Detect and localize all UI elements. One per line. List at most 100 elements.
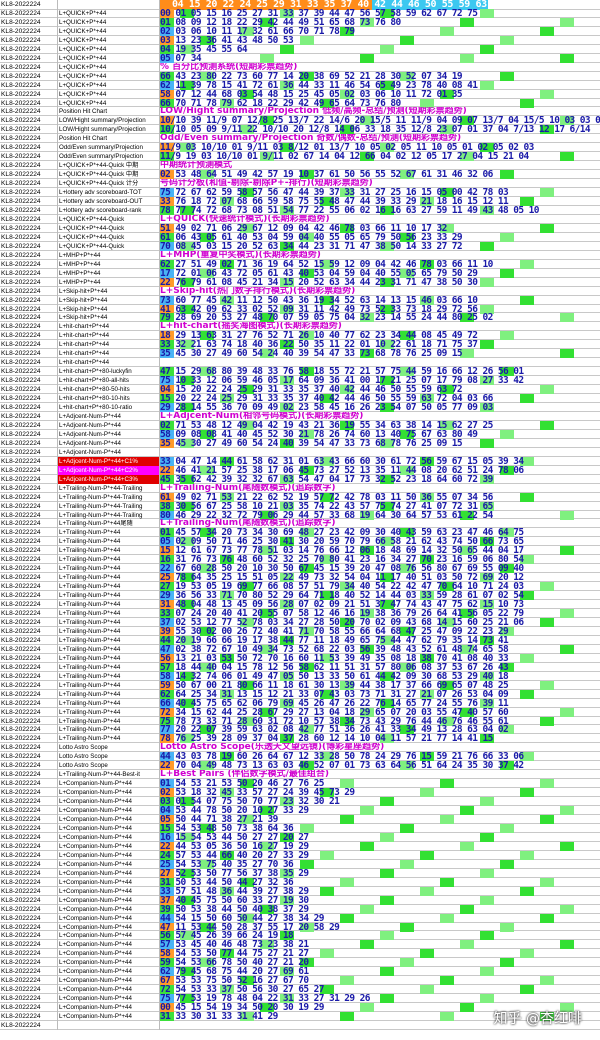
hit-highlight <box>280 868 294 878</box>
row-label: KL8-2022224 <box>0 268 58 278</box>
number-cells: 22 70 04 49 48 73 13 63 03 46 52 07 01 7… <box>160 761 524 771</box>
row-highlight <box>160 501 174 511</box>
grid-row: KL8-2022224 L+lottery adv scoreboard-rank… <box>0 206 600 215</box>
row-method: Lotto Astro Scope <box>58 761 160 771</box>
grid-row: KL8-2022224 L+hit-chart+P*+80-all-hits 75 … <box>0 376 600 386</box>
row-highlight <box>160 456 174 466</box>
row-method: L+Companion-Num-P*+44 <box>58 967 160 977</box>
hit-highlight <box>180 8 194 18</box>
grid-row: KL8-2022224 L+Adjcent-Num-P*+44 02 71 53 4… <box>0 420 600 430</box>
hit-highlight <box>380 403 394 413</box>
hit-highlight <box>380 994 394 1004</box>
row-label: KL8-2022224 <box>0 698 58 708</box>
section-title: L+hit-chart(摇奖海图模式)(长期彩票趋势) <box>160 322 342 332</box>
hit-highlight <box>480 241 494 251</box>
hit-highlight <box>420 653 434 663</box>
hit-highlight <box>480 80 494 90</box>
row-label: KL8-2022224 <box>0 886 58 896</box>
row-label: KL8-2022224 <box>0 188 58 198</box>
row-method: L+Companion-Num-P*+44 <box>58 850 160 860</box>
hit-highlight <box>200 859 214 869</box>
hit-highlight <box>180 698 194 708</box>
hit-highlight <box>200 958 214 968</box>
row-method: L+MHP+P*+44 <box>58 250 160 260</box>
hit-highlight <box>440 385 454 395</box>
hit-highlight <box>420 456 434 466</box>
number-cells: 72 54 53 33 37 50 56 30 27 65 27 <box>160 985 324 995</box>
row-label: KL8-2022224 <box>0 358 58 368</box>
hit-highlight <box>260 17 274 27</box>
number-cells: 47 15 29 68 80 39 48 33 76 58 18 55 72 2… <box>160 367 524 377</box>
row-label: KL8-2022224 <box>0 626 58 636</box>
number-cells <box>160 358 600 367</box>
number-cells: 75 10 33 12 06 59 46 05 17 64 09 36 41 0… <box>160 376 524 386</box>
row-method: L+Skip-hit+P*+44 <box>58 295 160 305</box>
row-highlight <box>160 259 174 269</box>
row-method: L+QUICK+P*+44 <box>58 71 160 81</box>
hit-highlight <box>340 188 354 198</box>
hit-highlight <box>360 17 374 27</box>
row-method: L+Trailing-Num-P*+44 <box>58 707 160 717</box>
hit-highlight <box>460 609 474 619</box>
row-method: L+QUICK+P*+44-Quick <box>58 232 160 242</box>
grid-row: KL8-2022224 L+Skip-hit+P*+44 73 60 77 45 4… <box>0 295 600 305</box>
row-method: Lotto Astro Scope <box>58 752 160 762</box>
hit-highlight <box>380 895 394 905</box>
hit-highlight <box>340 582 354 592</box>
hit-highlight <box>560 904 574 914</box>
number-cells: 15 54 53 48 50 73 38 64 36 <box>160 824 294 833</box>
number-cells: 39 55 30 02 00 26 72 40 41 71 70 58 55 6… <box>160 626 509 636</box>
row-method: L+MHP+P*+44 <box>58 277 160 287</box>
row-method: L+Adjcent-Num-P*+44 <box>58 447 160 457</box>
hit-highlight <box>460 940 474 950</box>
hit-highlight <box>440 89 454 99</box>
row-label: KL8-2022224 <box>0 555 58 565</box>
row-method: L+QUICK+P*+44 <box>58 26 160 36</box>
number-cells: 01 08 09 12 18 22 29 42 44 49 51 65 68 7… <box>160 17 401 27</box>
row-highlight <box>160 80 174 90</box>
grid-row: KL8-2022224 L+Companion-Num-P*+44 24 57 53… <box>0 850 600 860</box>
hit-highlight <box>440 618 454 627</box>
hit-highlight <box>220 197 234 207</box>
hit-highlight <box>320 653 334 663</box>
grid-row: KL8-2022224 L+Trailing-Num-P*+44 22 67 60 … <box>0 564 600 574</box>
hit-highlight <box>240 913 254 923</box>
hit-highlight <box>340 779 354 789</box>
hit-highlight <box>200 564 214 574</box>
row-highlight <box>160 143 174 153</box>
row-highlight <box>160 564 174 574</box>
row-method: L+Skip-hit+P*+44 <box>58 304 160 314</box>
section-title: L+Trailing-Num(尾随数模式)(追踪数字) <box>160 519 336 529</box>
hit-highlight <box>480 143 494 153</box>
grid-row: KL8-2022224 LOW/Hight summary/Projection 1… <box>0 125 600 135</box>
hit-highlight <box>480 537 494 547</box>
number-cells: 75 77 53 19 78 48 04 22 31 33 27 31 29 2… <box>160 994 371 1004</box>
row-method: L+Companion-Num-P*+44 <box>58 788 160 798</box>
row-method: L+Companion-Num-P*+44 <box>58 1003 160 1013</box>
row-method: L+lottery adv scoreboard-rank <box>58 206 160 215</box>
hit-highlight <box>180 931 194 941</box>
grid-row: KL8-2022224 L+Adjcent-Num-P*+44 <box>0 447 600 457</box>
row-label: KL8-2022224 <box>0 376 58 386</box>
hit-highlight <box>480 931 494 941</box>
number-cells: 33 32 21 63 74 18 40 36 22 50 35 11 22 0… <box>160 340 478 350</box>
grid-row: KL8-2022224 L+Adjcent-Num-P*+44 58 09 08 0… <box>0 429 600 439</box>
hit-highlight <box>440 125 454 135</box>
number-cells: 80 46 29 22 32 72 79 06 29 44 57 33 68 1… <box>160 510 493 520</box>
hit-highlight <box>380 600 394 610</box>
hit-highlight <box>540 815 554 825</box>
number-cells: 59 54 53 66 78 50 40 27 21 20 <box>160 958 309 968</box>
row-method: L+Trailing-Num-P*+44 <box>58 546 160 556</box>
hit-highlight <box>300 662 314 672</box>
hit-highlight <box>220 492 234 502</box>
number-cells: 05 50 44 71 38 27 21 39 <box>160 815 278 825</box>
hit-highlight <box>340 976 354 986</box>
row-method: L+QUICK+P*+44-Quick <box>58 214 160 224</box>
row-highlight <box>160 841 174 851</box>
number-cells: 27 52 53 50 77 56 37 38 35 29 <box>160 868 309 878</box>
hit-highlight <box>220 985 234 995</box>
grid-row: KL8-2022224 L+MHP+P*+44 62 27 51 49 02 71 … <box>0 259 600 269</box>
hit-highlight <box>380 340 394 350</box>
hit-highlight <box>180 438 194 448</box>
hit-highlight <box>300 958 314 968</box>
